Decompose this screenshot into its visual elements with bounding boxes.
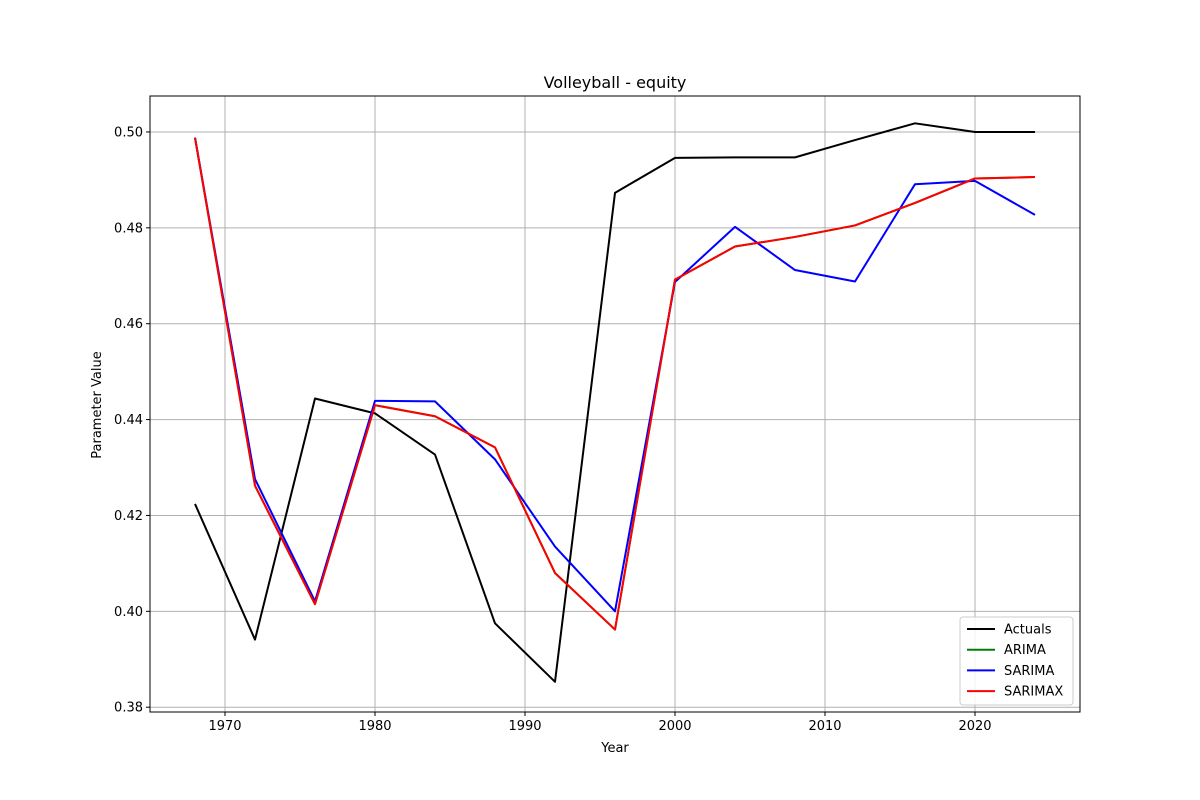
x-tick-label: 2020 <box>958 719 991 734</box>
legend-box <box>959 616 1074 706</box>
y-tick-label: 0.38 <box>114 701 143 716</box>
series-line-arima <box>194 137 1036 631</box>
series-line-sarima <box>194 137 1036 613</box>
y-tick-label: 0.48 <box>114 221 143 236</box>
chart-title: Volleyball - equity <box>544 73 687 92</box>
y-axis-ticks: 0.38 0.40 0.42 0.44 0.46 0.48 0.50 <box>114 125 150 716</box>
y-tick-label: 0.42 <box>114 509 143 524</box>
x-axis-label: Year <box>600 741 629 756</box>
x-axis-ticks: 1970 1980 1990 2000 2010 2020 <box>208 712 992 734</box>
x-tick-label: 1970 <box>208 719 241 734</box>
y-tick-label: 0.44 <box>114 413 143 428</box>
grid-layer <box>150 96 1080 712</box>
y-tick-label: 0.46 <box>114 317 143 332</box>
legend-label-sarimax: SARIMAX <box>1004 685 1063 700</box>
x-tick-label: 2010 <box>808 719 841 734</box>
y-axis-label: Parameter Value <box>90 351 105 458</box>
y-tick-label: 0.40 <box>114 605 143 620</box>
legend-label-arima: ARIMA <box>1004 643 1046 658</box>
x-tick-label: 1990 <box>508 719 541 734</box>
x-tick-label: 1980 <box>358 719 391 734</box>
y-tick-label: 0.50 <box>114 125 143 140</box>
series-layer <box>194 122 1036 683</box>
series-line-actuals <box>194 122 1035 683</box>
x-tick-label: 2000 <box>658 719 691 734</box>
legend-label-actuals: Actuals <box>1004 623 1052 638</box>
plot-frame <box>149 95 1081 713</box>
legend: Actuals ARIMA SARIMA SARIMAX <box>959 616 1074 706</box>
legend-label-sarima: SARIMA <box>1004 664 1054 679</box>
series-line-sarimax <box>194 137 1036 631</box>
